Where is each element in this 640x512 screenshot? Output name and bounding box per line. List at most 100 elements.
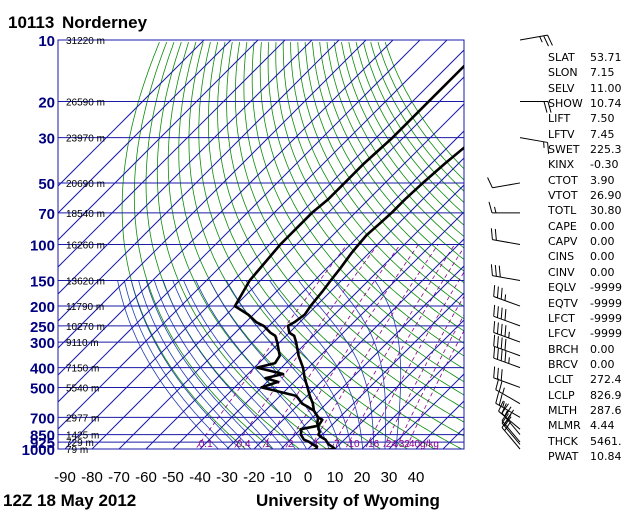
index-name: MLMR [548, 419, 581, 433]
index-name: KINX [548, 158, 575, 172]
dewpoint-profile [233, 64, 464, 449]
mixing-ratio-label: 1 [265, 439, 271, 450]
wind-barb [493, 321, 521, 343]
dry-adiabat [312, 42, 464, 284]
index-row: BRCV 0.00 [548, 357, 630, 372]
index-row: LFCV -9999 [548, 326, 630, 341]
index-row: SLON 7.15 [548, 65, 630, 80]
x-tick-label: 20 [354, 469, 371, 486]
index-row: SLAT 53.71 [548, 50, 630, 65]
isotherm [118, 103, 464, 449]
index-name: SLON [548, 66, 578, 80]
index-value: 7.50 [590, 112, 615, 126]
dry-adiabat [145, 41, 301, 449]
dry-adiabat [290, 42, 464, 320]
isotherm [172, 157, 464, 449]
wind-barb [519, 34, 553, 47]
isotherm [58, 40, 367, 349]
wind-barb [493, 334, 521, 357]
index-row: CTOT 3.90 [548, 173, 630, 188]
observation-time: 12Z 18 May 2012 [3, 491, 136, 510]
mixing-ratio-label: 24 [386, 439, 398, 450]
index-name: CINS [548, 250, 575, 264]
wind-barb [501, 413, 521, 445]
x-tick-label: -80 [81, 469, 103, 486]
isotherm [58, 40, 421, 403]
pressure-label: 500 [30, 380, 55, 397]
index-name: SELV [548, 81, 575, 95]
index-name: MLTH [548, 403, 578, 417]
index-row: MLMR 4.44 [548, 418, 630, 433]
x-tick-label: -40 [189, 469, 211, 486]
isotherm [226, 211, 464, 449]
data-source: University of Wyoming [256, 491, 440, 510]
dry-adiabat [178, 41, 382, 449]
dry-adiabat [188, 41, 409, 449]
isotherm [58, 40, 340, 322]
dry-adiabat [208, 42, 463, 449]
pressure-label: 300 [30, 335, 55, 352]
index-value: 11.00 [590, 81, 622, 95]
x-tick-label: -50 [162, 469, 184, 486]
mixing-ratio-label: 40g/kg [409, 439, 439, 450]
index-value: 10.74 [590, 97, 622, 111]
mixing-ratio-line [233, 244, 379, 449]
height-label: 5540 m [66, 383, 99, 394]
dry-adiabat [156, 41, 328, 449]
index-value: 26.90 [590, 189, 622, 203]
index-name: SLAT [548, 51, 575, 64]
index-value: -9999 [590, 311, 622, 325]
mixing-ratio-line [364, 271, 464, 449]
isotherm [64, 49, 464, 449]
index-name: EQTV [548, 296, 578, 310]
isotherm [253, 238, 464, 449]
index-name: THCK [548, 434, 578, 448]
plot-frame [57, 39, 465, 450]
index-row: SWET 225.3 [548, 142, 630, 157]
index-row: LCLP 826.9 [548, 388, 630, 403]
index-value: 0.00 [590, 219, 615, 233]
mixing-ratio-label: 7 [334, 439, 340, 450]
mixing-ratio-labels: 0.1 0.4 1 2 4 7 10 16 24 32 40g/kg [199, 439, 439, 450]
pressure-label: 850 [30, 428, 55, 445]
mixing-ratio-line [395, 314, 464, 449]
mixing-ratio-line [309, 244, 439, 449]
x-tick-label: 10 [327, 469, 344, 486]
height-label: 16260 m [66, 241, 105, 252]
x-tick-label: -30 [216, 469, 238, 486]
mixing-ratio-label: 4 [313, 439, 319, 450]
index-row: EQLV -9999 [548, 280, 630, 295]
dry-adiabat [370, 42, 464, 192]
index-value: 5461. [590, 434, 622, 448]
mixing-ratio-line [405, 329, 464, 449]
height-label: 10270 m [66, 322, 105, 333]
x-tick-label: -60 [135, 469, 157, 486]
mixing-ratio-line [195, 244, 348, 449]
dry-adiabat [319, 42, 464, 272]
height-label: 13620 m [66, 277, 105, 288]
height-label: 9110 m [66, 338, 99, 349]
index-value: 0.00 [590, 235, 615, 249]
height-label: 31220 m [66, 36, 105, 47]
index-value: -9999 [590, 296, 622, 310]
isotherm [334, 319, 464, 449]
index-row: CAPE 0.00 [548, 219, 630, 234]
isotherm [58, 40, 394, 376]
station-id: 10113 [8, 13, 54, 32]
dry-adiabat [275, 42, 464, 344]
mixing-ratio-line [382, 295, 464, 449]
wind-barb [493, 304, 521, 327]
sounding-profiles [233, 64, 464, 449]
index-row: CAPV 0.00 [548, 234, 630, 249]
x-tick-label: 0 [304, 469, 312, 486]
temperature-axis-labels: -90 -80 -70 -60 -50 -40 -30 -20 -10 0 10 20 30 40 [54, 469, 424, 486]
index-row: LIFT 7.50 [548, 111, 630, 126]
isotherm [199, 184, 464, 449]
pressure-label: 1000 [22, 442, 55, 459]
wind-barbs [487, 34, 553, 450]
index-row: EQTV -9999 [548, 296, 630, 311]
isotherm [280, 265, 464, 449]
index-name: CTOT [548, 173, 578, 187]
height-label: 23970 m [66, 134, 105, 145]
